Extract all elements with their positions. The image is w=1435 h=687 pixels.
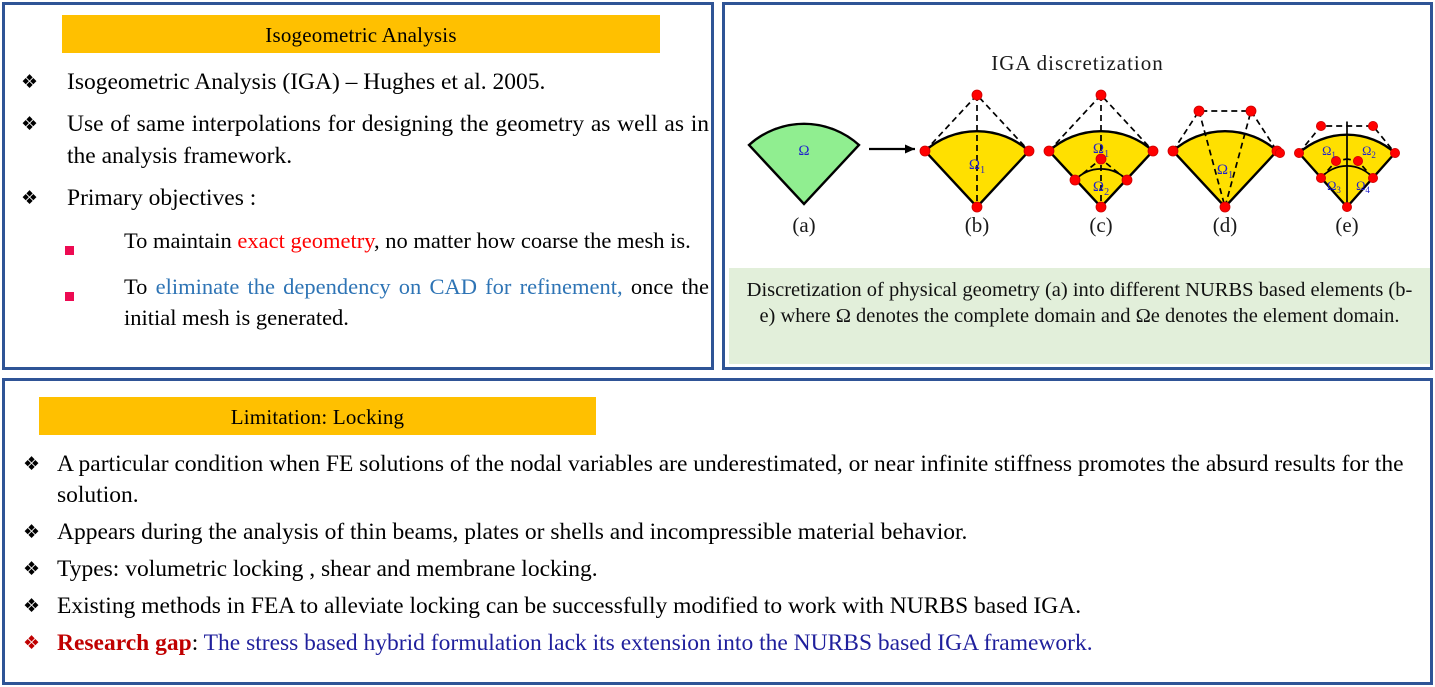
research-gap-body: The stress based hybrid formulation lack… [203,630,1093,657]
omega-label-a: Ω [798,143,809,159]
list-item: ❖ Isogeometric Analysis (IGA) – Hughes e… [21,67,709,98]
limitation-locking-title: Limitation: Locking [39,397,596,435]
run-plain: To [124,273,156,299]
list-item: ❖ Primary objectives : [21,183,709,214]
research-gap-label: Research gap [57,630,192,657]
iga-discretization-figure: .wedge-green { fill:#90ee90; stroke:#000… [729,73,1430,243]
diamond-bullet-icon: ❖ [23,558,41,581]
list-item: ❖ Use of same interpolations for designi… [21,109,709,172]
discretization-svg: .wedge-green { fill:#90ee90; stroke:#000… [747,89,1401,213]
research-gap-text: Research gap: The stress based hybrid fo… [57,628,1419,659]
isogeometric-analysis-panel: Isogeometric Analysis ❖ Isogeometric Ana… [2,2,714,370]
isogeometric-analysis-title: Isogeometric Analysis [62,15,660,53]
figure-part-b: Ω1 [919,89,1035,213]
diamond-bullet-icon: ❖ [21,113,39,136]
bullet-text: A particular condition when FE solutions… [57,451,1404,509]
figure-title: IGA discretization [991,51,1164,75]
bullet-text: Isogeometric Analysis (IGA) – Hughes et … [67,69,546,95]
list-item: ❖ Existing methods in FEA to alleviate l… [23,591,1419,622]
sub-list-item: To eliminate the dependency on CAD for r… [65,271,709,333]
diamond-bullet-icon: ❖ [21,186,39,209]
transform-arrow-icon [869,144,915,154]
run-eliminate-dependency: eliminate the dependency on CAD for refi… [155,273,623,299]
figure-label-e: (e) [1335,213,1359,237]
run-plain: To maintain [124,228,238,253]
figure-part-c: Ω1 Ω2 [1043,89,1159,213]
bullet-text: Use of same interpolations for designing… [67,111,709,169]
figure-part-a: Ω [747,122,861,206]
figure-label-d: (d) [1212,213,1238,237]
bullet-text: Existing methods in FEA to alleviate loc… [57,593,1082,620]
sub-bullet-text: To eliminate the dependency on CAD for r… [124,271,709,333]
list-item: ❖ Appears during the analysis of thin be… [23,517,1419,548]
iga-discretization-panel: IGA discretization .wedge-green { fill:#… [722,2,1433,370]
figure-label-c: (c) [1089,213,1113,237]
limitation-locking-bullet-list: ❖ A particular condition when FE solutio… [23,449,1419,665]
isogeometric-analysis-bullet-list: ❖ Isogeometric Analysis (IGA) – Hughes e… [21,67,709,344]
research-gap-separator: : [191,630,204,657]
diamond-bullet-icon: ❖ [23,595,41,618]
square-bullet-icon [65,271,124,306]
diamond-bullet-icon: ❖ [21,71,39,93]
figure-caption: Discretization of physical geometry (a) … [729,268,1430,364]
limitation-locking-panel: Limitation: Locking ❖ A particular condi… [2,378,1433,685]
figure-part-e: Ω1 Ω2 Ω3 Ω4 [1275,121,1401,212]
figure-label-a: (a) [792,213,816,237]
sub-bullet-text: To maintain exact geometry, no matter ho… [124,225,709,256]
run-plain-2: once the initial mesh is generated. [124,273,709,330]
list-item: ❖ Types: volumetric locking , shear and … [23,554,1419,585]
figure-part-d: Ω1 [1167,105,1283,213]
figure-label-b: (b) [964,213,990,237]
bullet-text: Types: volumetric locking , shear and me… [57,556,598,583]
diamond-bullet-icon: ❖ [23,453,41,475]
diamond-bullet-icon: ❖ [23,632,41,655]
research-gap-item: ❖ Research gap: The stress based hybrid … [23,628,1419,659]
run-plain-2: , no matter how coarse the mesh is. [374,228,691,253]
bullet-text: Primary objectives : [67,184,257,211]
run-exact-geometry: exact geometry [237,228,374,253]
square-bullet-icon [65,225,124,260]
list-item: ❖ A particular condition when FE solutio… [23,449,1419,511]
diamond-bullet-icon: ❖ [23,521,41,544]
bullet-text: Appears during the analysis of thin beam… [57,519,968,546]
sub-list-item: To maintain exact geometry, no matter ho… [65,225,709,260]
